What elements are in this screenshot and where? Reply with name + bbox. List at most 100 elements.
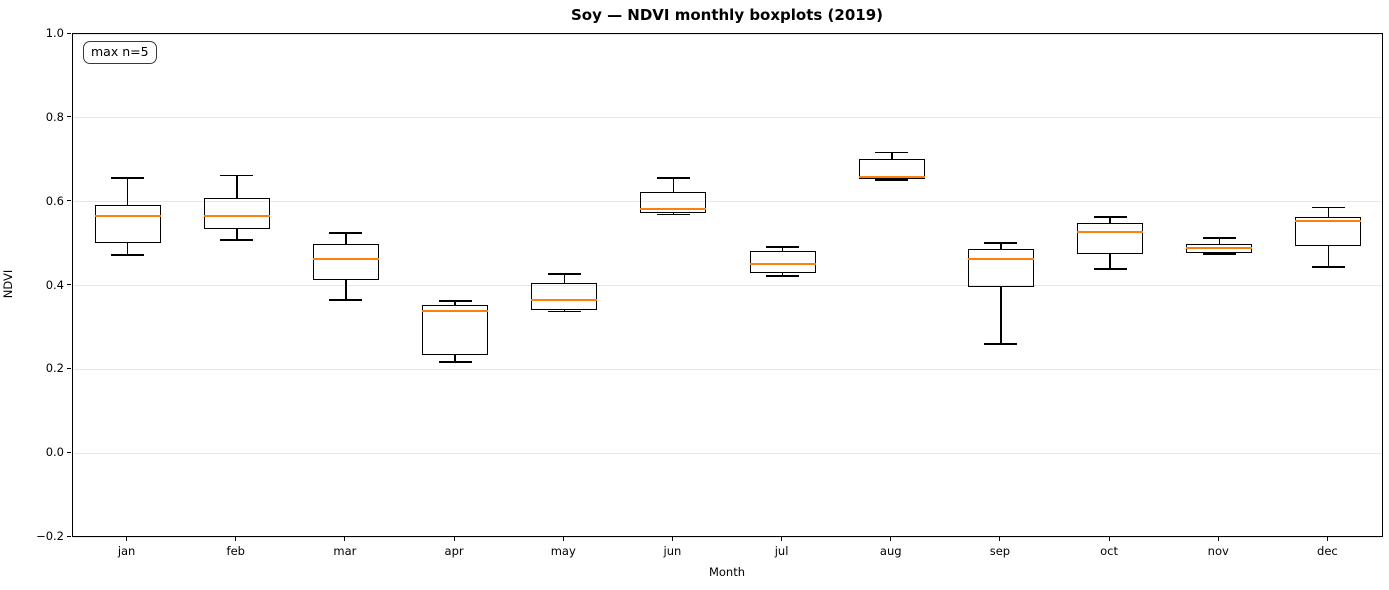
lower-whisker xyxy=(345,280,347,301)
lower-whisker-cap xyxy=(1202,253,1236,255)
upper-whisker-cap xyxy=(875,151,909,154)
y-tick-label: −0.2 xyxy=(36,529,64,543)
upper-whisker xyxy=(1327,207,1330,218)
x-tick-mark xyxy=(453,537,455,541)
lower-whisker xyxy=(672,212,675,215)
y-tick-mark xyxy=(67,451,71,453)
median-line xyxy=(858,176,925,179)
median-line xyxy=(749,262,816,265)
upper-whisker xyxy=(236,175,238,199)
y-tick-label: 1.0 xyxy=(45,26,64,40)
y-tick-label: 0.4 xyxy=(45,277,64,292)
x-tick-mark xyxy=(344,537,346,541)
box xyxy=(422,304,489,356)
upper-whisker xyxy=(563,274,565,283)
lower-whisker xyxy=(454,355,456,362)
annotation-box: max n=5 xyxy=(83,41,157,64)
box xyxy=(203,198,270,230)
x-tick-label: dec xyxy=(1317,544,1338,558)
box xyxy=(531,282,598,310)
x-tick-mark xyxy=(562,537,564,541)
median-line xyxy=(1186,247,1253,250)
x-tick-label: feb xyxy=(226,544,245,558)
y-tick-mark xyxy=(67,284,71,285)
x-tick-mark xyxy=(126,537,128,541)
upper-whisker xyxy=(781,246,784,252)
x-tick-label: oct xyxy=(1100,544,1119,558)
x-tick-label: sep xyxy=(989,544,1011,558)
x-tick-mark xyxy=(1217,537,1219,541)
lower-whisker xyxy=(1327,246,1330,268)
x-tick-label: jul xyxy=(774,544,789,558)
x-tick-mark xyxy=(890,537,892,541)
lower-whisker xyxy=(236,229,238,241)
x-axis-label: Month xyxy=(708,565,746,579)
x-tick-mark xyxy=(671,537,673,541)
x-tick-mark xyxy=(235,537,237,541)
median-line xyxy=(203,214,270,217)
upper-whisker-cap xyxy=(1093,216,1127,218)
upper-whisker xyxy=(1109,216,1111,223)
upper-whisker-cap xyxy=(111,177,145,179)
lower-whisker-cap xyxy=(656,213,690,216)
upper-whisker xyxy=(345,233,347,245)
upper-whisker xyxy=(1218,238,1220,245)
x-tick-label: apr xyxy=(444,544,464,558)
y-tick-label: 0.8 xyxy=(45,109,64,124)
x-tick-label: may xyxy=(550,544,576,558)
box xyxy=(1295,217,1362,247)
lower-whisker xyxy=(563,309,565,312)
gridline xyxy=(73,117,1382,119)
gridline xyxy=(73,536,1382,538)
lower-whisker-cap xyxy=(438,361,472,363)
box xyxy=(967,249,1034,288)
upper-whisker-cap xyxy=(547,273,581,275)
x-tick-label: aug xyxy=(879,544,902,558)
lower-whisker-cap xyxy=(984,343,1018,345)
median-line xyxy=(967,257,1034,260)
upper-whisker-cap xyxy=(220,174,254,177)
median-line xyxy=(422,310,489,313)
upper-whisker-cap xyxy=(438,300,472,302)
upper-whisker-cap xyxy=(656,177,690,179)
lower-whisker-cap xyxy=(329,299,363,301)
box xyxy=(1077,222,1144,255)
median-line xyxy=(94,214,161,217)
gridline xyxy=(73,285,1382,286)
y-tick-mark xyxy=(67,535,71,537)
y-tick-label: 0.2 xyxy=(45,361,64,376)
x-tick-label: mar xyxy=(333,544,357,558)
chart-title: Soy — NDVI monthly boxplots (2019) xyxy=(570,6,884,24)
median-line xyxy=(1077,230,1144,233)
upper-whisker xyxy=(891,152,893,159)
x-tick-label: nov xyxy=(1207,544,1229,558)
box xyxy=(640,192,707,213)
upper-whisker xyxy=(672,178,675,193)
lower-whisker xyxy=(126,243,129,255)
median-line xyxy=(312,258,379,261)
x-tick-mark xyxy=(999,537,1001,541)
y-tick-mark xyxy=(67,367,71,369)
box xyxy=(312,244,379,281)
x-tick-mark xyxy=(1326,537,1328,541)
lower-whisker xyxy=(1000,287,1002,345)
y-tick-mark xyxy=(67,116,71,118)
lower-whisker-cap xyxy=(220,239,254,241)
gridline xyxy=(73,452,1382,454)
upper-whisker-cap xyxy=(1202,237,1236,239)
lower-whisker xyxy=(1109,254,1111,270)
upper-whisker-cap xyxy=(1311,206,1345,209)
lower-whisker-cap xyxy=(111,254,145,256)
x-tick-mark xyxy=(781,537,783,541)
y-tick-label: 0.6 xyxy=(45,193,64,208)
y-tick-label: 0.0 xyxy=(45,445,64,460)
upper-whisker-cap xyxy=(984,242,1018,244)
gridline xyxy=(73,33,1382,35)
lower-whisker-cap xyxy=(547,310,581,313)
lower-whisker-cap xyxy=(1093,268,1127,270)
y-tick-mark xyxy=(67,200,71,202)
upper-whisker xyxy=(454,301,456,305)
median-line xyxy=(1295,219,1362,222)
lower-whisker-cap xyxy=(875,179,909,181)
